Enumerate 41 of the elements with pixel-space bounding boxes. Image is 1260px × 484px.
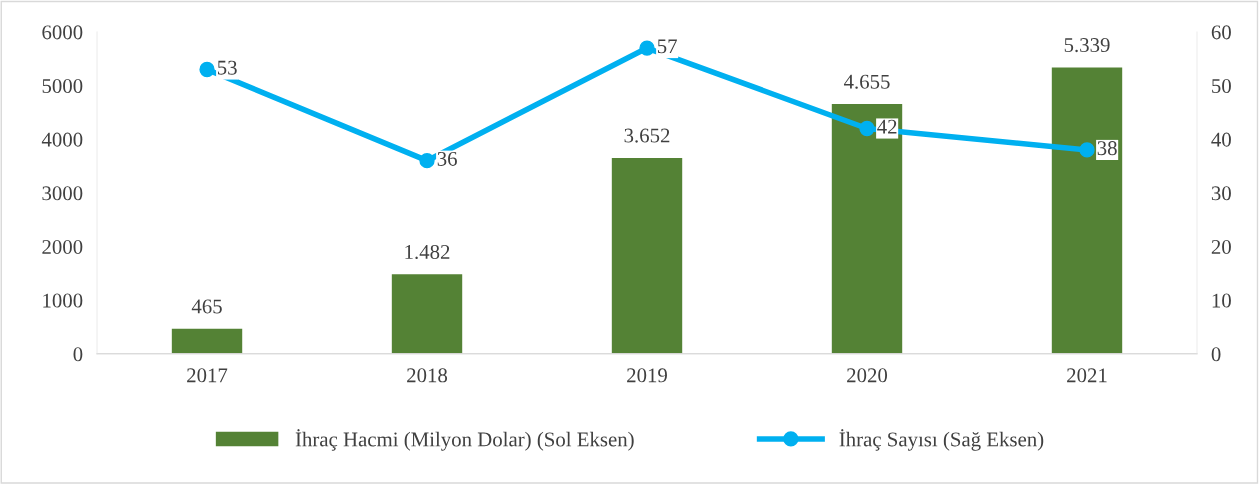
bar xyxy=(391,274,463,354)
x-tick-label: 2018 xyxy=(407,368,448,383)
point xyxy=(639,40,655,56)
bar xyxy=(831,104,903,354)
y2-tick-label: 10 xyxy=(1212,293,1231,308)
y-tick-label: 2000 xyxy=(42,239,83,254)
data-label: 38 xyxy=(1097,141,1117,156)
point xyxy=(1079,142,1095,158)
y-tick-label: 5000 xyxy=(42,78,83,94)
point xyxy=(859,120,875,137)
data-label: 57 xyxy=(657,39,677,54)
y-tick-label: 4000 xyxy=(41,132,83,147)
y2-tick-label: 50 xyxy=(1212,78,1231,94)
x-tick-label: 2021 xyxy=(1067,368,1107,383)
y-tick-label: 0 xyxy=(73,347,83,362)
x-tick-label: 2020 xyxy=(847,368,888,383)
data-label: 42 xyxy=(877,119,897,134)
data-label: 53 xyxy=(217,60,237,75)
y2-tick-label: 60 xyxy=(1211,25,1231,40)
data-label: 465 xyxy=(191,299,222,314)
y2-tick-label: 30 xyxy=(1211,186,1231,201)
bar xyxy=(1051,67,1123,354)
data-label: 5.339 xyxy=(1064,38,1110,53)
y2-tick-label: 20 xyxy=(1211,239,1231,254)
data-label: 1.482 xyxy=(405,244,450,260)
y-tick-label: 1000 xyxy=(43,293,83,308)
data-label: 4.655 xyxy=(843,74,890,89)
y2-tick-label: 0 xyxy=(1211,347,1221,362)
data-label: 3.652 xyxy=(624,128,670,143)
data-label: 36 xyxy=(437,151,457,166)
point xyxy=(419,153,435,169)
point xyxy=(199,61,215,78)
legend-label: İhraç Sayısı (Sağ Eksen) xyxy=(839,429,1044,451)
y-tick-label: 3000 xyxy=(42,186,83,201)
bar xyxy=(611,157,683,354)
x-tick-label: 2019 xyxy=(627,368,667,383)
bar xyxy=(171,328,243,354)
y2-tick-label: 40 xyxy=(1211,132,1231,147)
y-tick-label: 6000 xyxy=(42,25,83,40)
legend-label: İhraç Hacmi (Milyon Dolar) (Sol Eksen) xyxy=(295,429,634,451)
x-tick-label: 2017 xyxy=(187,368,228,383)
